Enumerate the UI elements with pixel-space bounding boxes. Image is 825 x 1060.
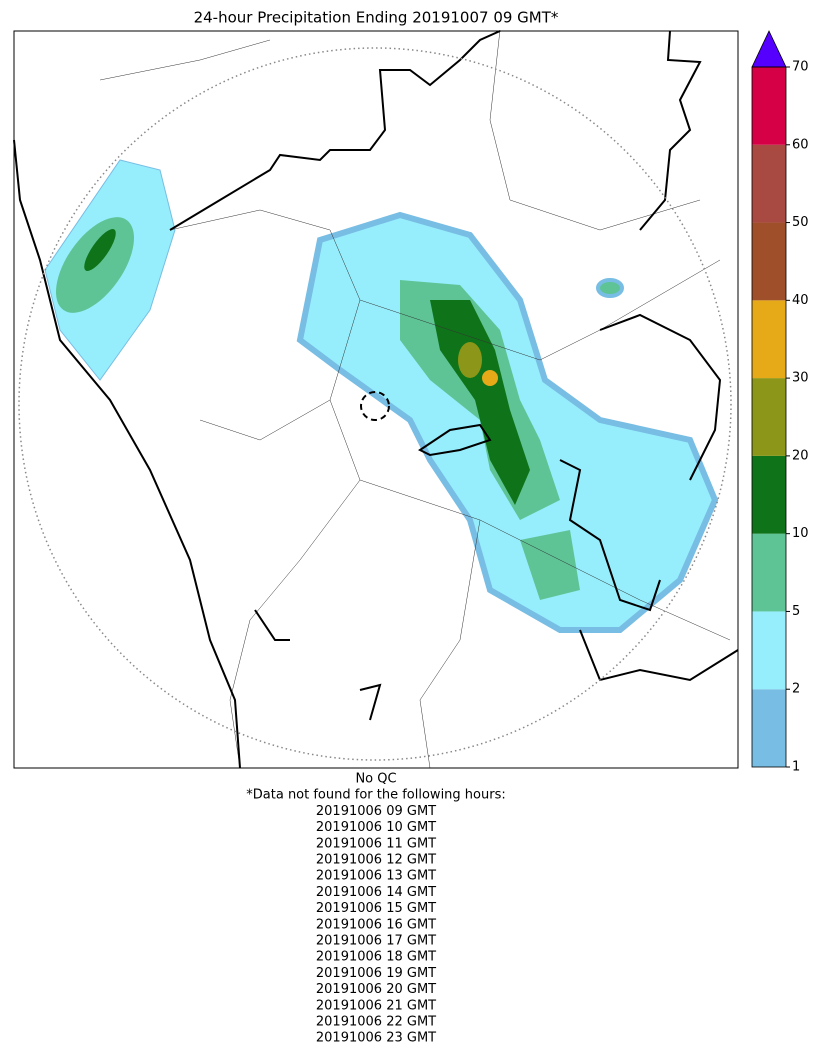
footer-line: *Data not found for the following hours: xyxy=(246,788,505,803)
colorbar-bin xyxy=(752,144,786,223)
footer-line: 20191006 10 GMT xyxy=(316,820,436,835)
precip-area xyxy=(482,370,498,386)
colorbar-tick-label: 2 xyxy=(792,682,800,697)
footer-line: 20191006 20 GMT xyxy=(316,982,436,997)
colorbar-tick-label: 60 xyxy=(792,137,809,152)
colorbar-bin xyxy=(752,222,786,301)
colorbar-tick-label: 40 xyxy=(792,293,809,308)
colorbar-bin xyxy=(752,300,786,379)
footer-line: 20191006 19 GMT xyxy=(316,966,436,981)
precip-area xyxy=(596,278,624,298)
colorbar-tick-label: 70 xyxy=(792,60,809,75)
footer-line: 20191006 21 GMT xyxy=(316,998,436,1013)
footer-line: 20191006 11 GMT xyxy=(316,836,436,851)
colorbar-extend xyxy=(751,30,787,68)
footer-line: 20191006 15 GMT xyxy=(316,901,436,916)
precipitation xyxy=(44,159,719,633)
region-borders xyxy=(99,29,731,769)
map xyxy=(13,29,739,769)
colorbar-bin xyxy=(752,611,786,690)
colorbar-tick-label: 20 xyxy=(792,448,809,463)
footer-line: 20191006 12 GMT xyxy=(316,853,436,868)
precip-area xyxy=(458,342,482,378)
precip-area xyxy=(84,229,116,271)
colorbar-bin xyxy=(752,67,786,145)
title: 24-hour Precipitation Ending 20191007 09… xyxy=(194,9,559,27)
colorbar-tick-label: 1 xyxy=(792,760,800,775)
colorbar-bin xyxy=(752,378,786,456)
footer: No QC*Data not found for the following h… xyxy=(246,772,505,1046)
footer-line: No QC xyxy=(355,772,396,787)
map-frame xyxy=(13,30,739,769)
footer-line: 20191006 23 GMT xyxy=(316,1031,436,1046)
colorbar-bin xyxy=(752,689,786,767)
footer-line: 20191006 14 GMT xyxy=(316,885,436,900)
map-background xyxy=(14,31,738,768)
footer-line: 20191006 18 GMT xyxy=(316,950,436,965)
country-borders xyxy=(13,30,739,769)
colorbar-tick-label: 30 xyxy=(792,371,809,386)
colorbar: 1 2 5 10 20 30 40 50 60 70 xyxy=(751,30,809,775)
footer-line: 20191006 13 GMT xyxy=(316,869,436,884)
radar-range xyxy=(18,47,732,761)
footer-line: 20191006 16 GMT xyxy=(316,917,436,932)
footer-line: 20191006 17 GMT xyxy=(316,934,436,949)
colorbar-tick-label: 5 xyxy=(792,604,800,619)
colorbar-tick-label: 50 xyxy=(792,215,809,230)
footer-line: 20191006 22 GMT xyxy=(316,1015,436,1030)
colorbar-frame xyxy=(751,66,787,768)
colorbar-bin xyxy=(752,455,786,534)
colorbar-tick-label: 10 xyxy=(792,526,809,541)
footer-line: 20191006 09 GMT xyxy=(316,804,436,819)
colorbar-bin xyxy=(752,533,786,612)
precip-area xyxy=(430,300,530,505)
